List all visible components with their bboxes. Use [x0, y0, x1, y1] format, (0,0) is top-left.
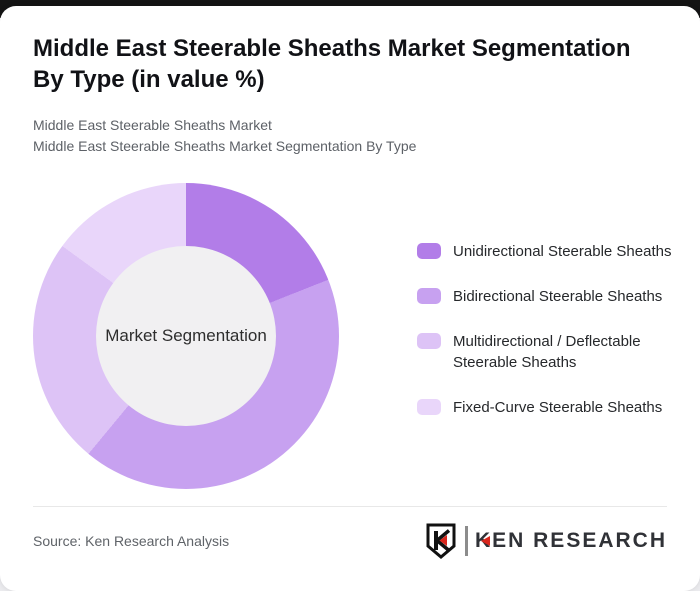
- ken-research-shield-icon: [426, 523, 456, 559]
- legend-swatch-unidirectional: [417, 243, 441, 259]
- chart-section: Market Segmentation Unidirectional Steer…: [33, 183, 671, 489]
- page-title: Middle East Steerable Sheaths Market Seg…: [33, 6, 667, 95]
- legend-label-bidirectional: Bidirectional Steerable Sheaths: [453, 288, 663, 305]
- legend-item-bidirectional: Bidirectional Steerable Sheaths: [417, 286, 673, 307]
- legend-label-fixed-curve: Fixed-Curve Steerable Sheaths: [453, 399, 663, 416]
- ken-research-logo: KEN RESEARCH: [425, 523, 667, 559]
- legend-item-unidirectional: Unidirectional Steerable Sheaths: [417, 241, 673, 262]
- subtitle-block: Middle East Steerable Sheaths Market Mid…: [33, 115, 667, 157]
- donut-hole: Market Segmentation: [96, 246, 276, 426]
- footer: Source: Ken Research Analysis KEN RESEAR…: [33, 507, 667, 573]
- shield-red-triangle-icon: [439, 535, 447, 546]
- subtitle-line-2: Middle East Steerable Sheaths Market Seg…: [33, 138, 417, 154]
- legend-item-multidirectional: Multidirectional / Deflectable Steerable…: [417, 331, 673, 373]
- legend-swatch-bidirectional: [417, 288, 441, 304]
- donut-chart: Market Segmentation: [33, 183, 339, 489]
- legend-label-unidirectional: Unidirectional Steerable Sheaths: [453, 243, 672, 260]
- logo-k-red-triangle-icon: [480, 536, 490, 546]
- legend-item-fixed-curve: Fixed-Curve Steerable Sheaths: [417, 397, 673, 418]
- logo-divider-bar: [464, 526, 468, 556]
- page-title-line-2: By Type (in value %): [33, 66, 265, 93]
- chart-legend: Unidirectional Steerable Sheaths Bidirec…: [417, 241, 673, 418]
- infographic-card: Middle East Steerable Sheaths Market Seg…: [0, 6, 700, 591]
- source-text: Source: Ken Research Analysis: [33, 533, 230, 549]
- subtitle-line-1: Middle East Steerable Sheaths Market: [33, 117, 272, 133]
- footer-divider: [33, 506, 667, 507]
- logo-text: KEN RESEARCH: [474, 529, 667, 552]
- legend-swatch-multidirectional: [417, 333, 441, 349]
- legend-label-multidirectional: Multidirectional / Deflectable Steerable…: [453, 333, 641, 371]
- legend-swatch-fixed-curve: [417, 399, 441, 415]
- ken-research-logo-text: KEN RESEARCH: [475, 529, 667, 553]
- donut-center-label: Market Segmentation: [105, 326, 267, 345]
- page-title-line-1: Middle East Steerable Sheaths Market Seg…: [33, 35, 631, 62]
